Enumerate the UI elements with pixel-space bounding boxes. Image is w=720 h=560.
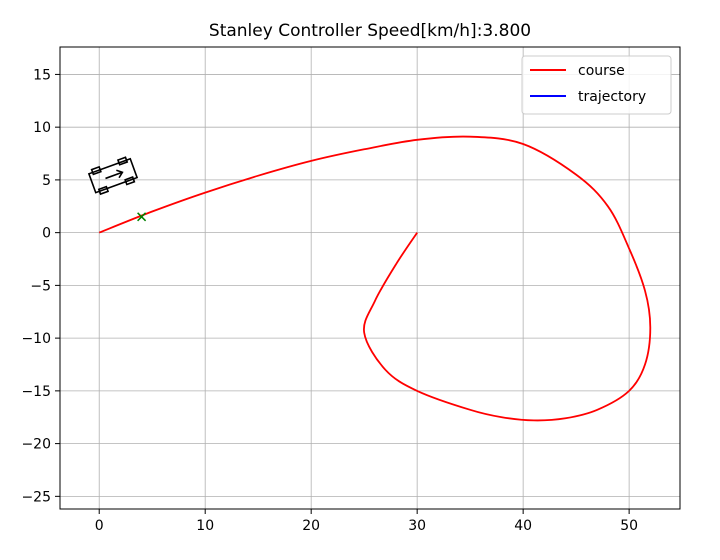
x-tick-label: 10 (196, 518, 214, 534)
legend-label-course: course (578, 63, 625, 79)
x-tick-label: 30 (408, 518, 426, 534)
y-tick-label: −15 (21, 384, 51, 400)
vehicle-wheel (97, 185, 110, 196)
legend: course trajectory (521, 55, 672, 115)
vehicle-body (87, 157, 139, 194)
x-axis-ticks: 0 10 20 30 40 50 (95, 509, 638, 534)
axes-frame (59, 46, 681, 510)
y-tick-label: 15 (33, 67, 51, 83)
y-tick-label: 5 (42, 173, 51, 189)
y-tick-label: −5 (30, 278, 51, 294)
data-layer (87, 135, 652, 422)
x-tick-label: 20 (302, 518, 320, 534)
chart-title: Stanley Controller Speed[km/h]:3.800 (209, 21, 531, 41)
vehicle-heading-arrow (105, 171, 123, 180)
vehicle-wheel (124, 176, 136, 186)
plot-area (59, 46, 681, 510)
y-axis-ticks: 15 10 5 0 −5 −10 −15 −20 −25 (21, 67, 60, 505)
vehicle-wheel (90, 165, 102, 176)
y-tick-label: 0 (42, 226, 51, 242)
x-tick-label: 0 (95, 518, 104, 534)
y-tick-label: −20 (21, 437, 51, 453)
target-marker (137, 212, 147, 222)
y-tick-label: −10 (21, 331, 51, 347)
x-tick-label: 40 (514, 518, 532, 534)
vehicle-outline (87, 156, 139, 196)
y-tick-label: 10 (33, 120, 51, 136)
vehicle-wheel (116, 156, 129, 166)
series-course-line (98, 135, 652, 422)
x-tick-label: 50 (620, 518, 638, 534)
grid-layer (60, 47, 680, 509)
legend-label-trajectory: trajectory (578, 89, 646, 105)
vehicle-heading-arrowhead (116, 169, 124, 179)
y-tick-label: −25 (21, 489, 51, 505)
